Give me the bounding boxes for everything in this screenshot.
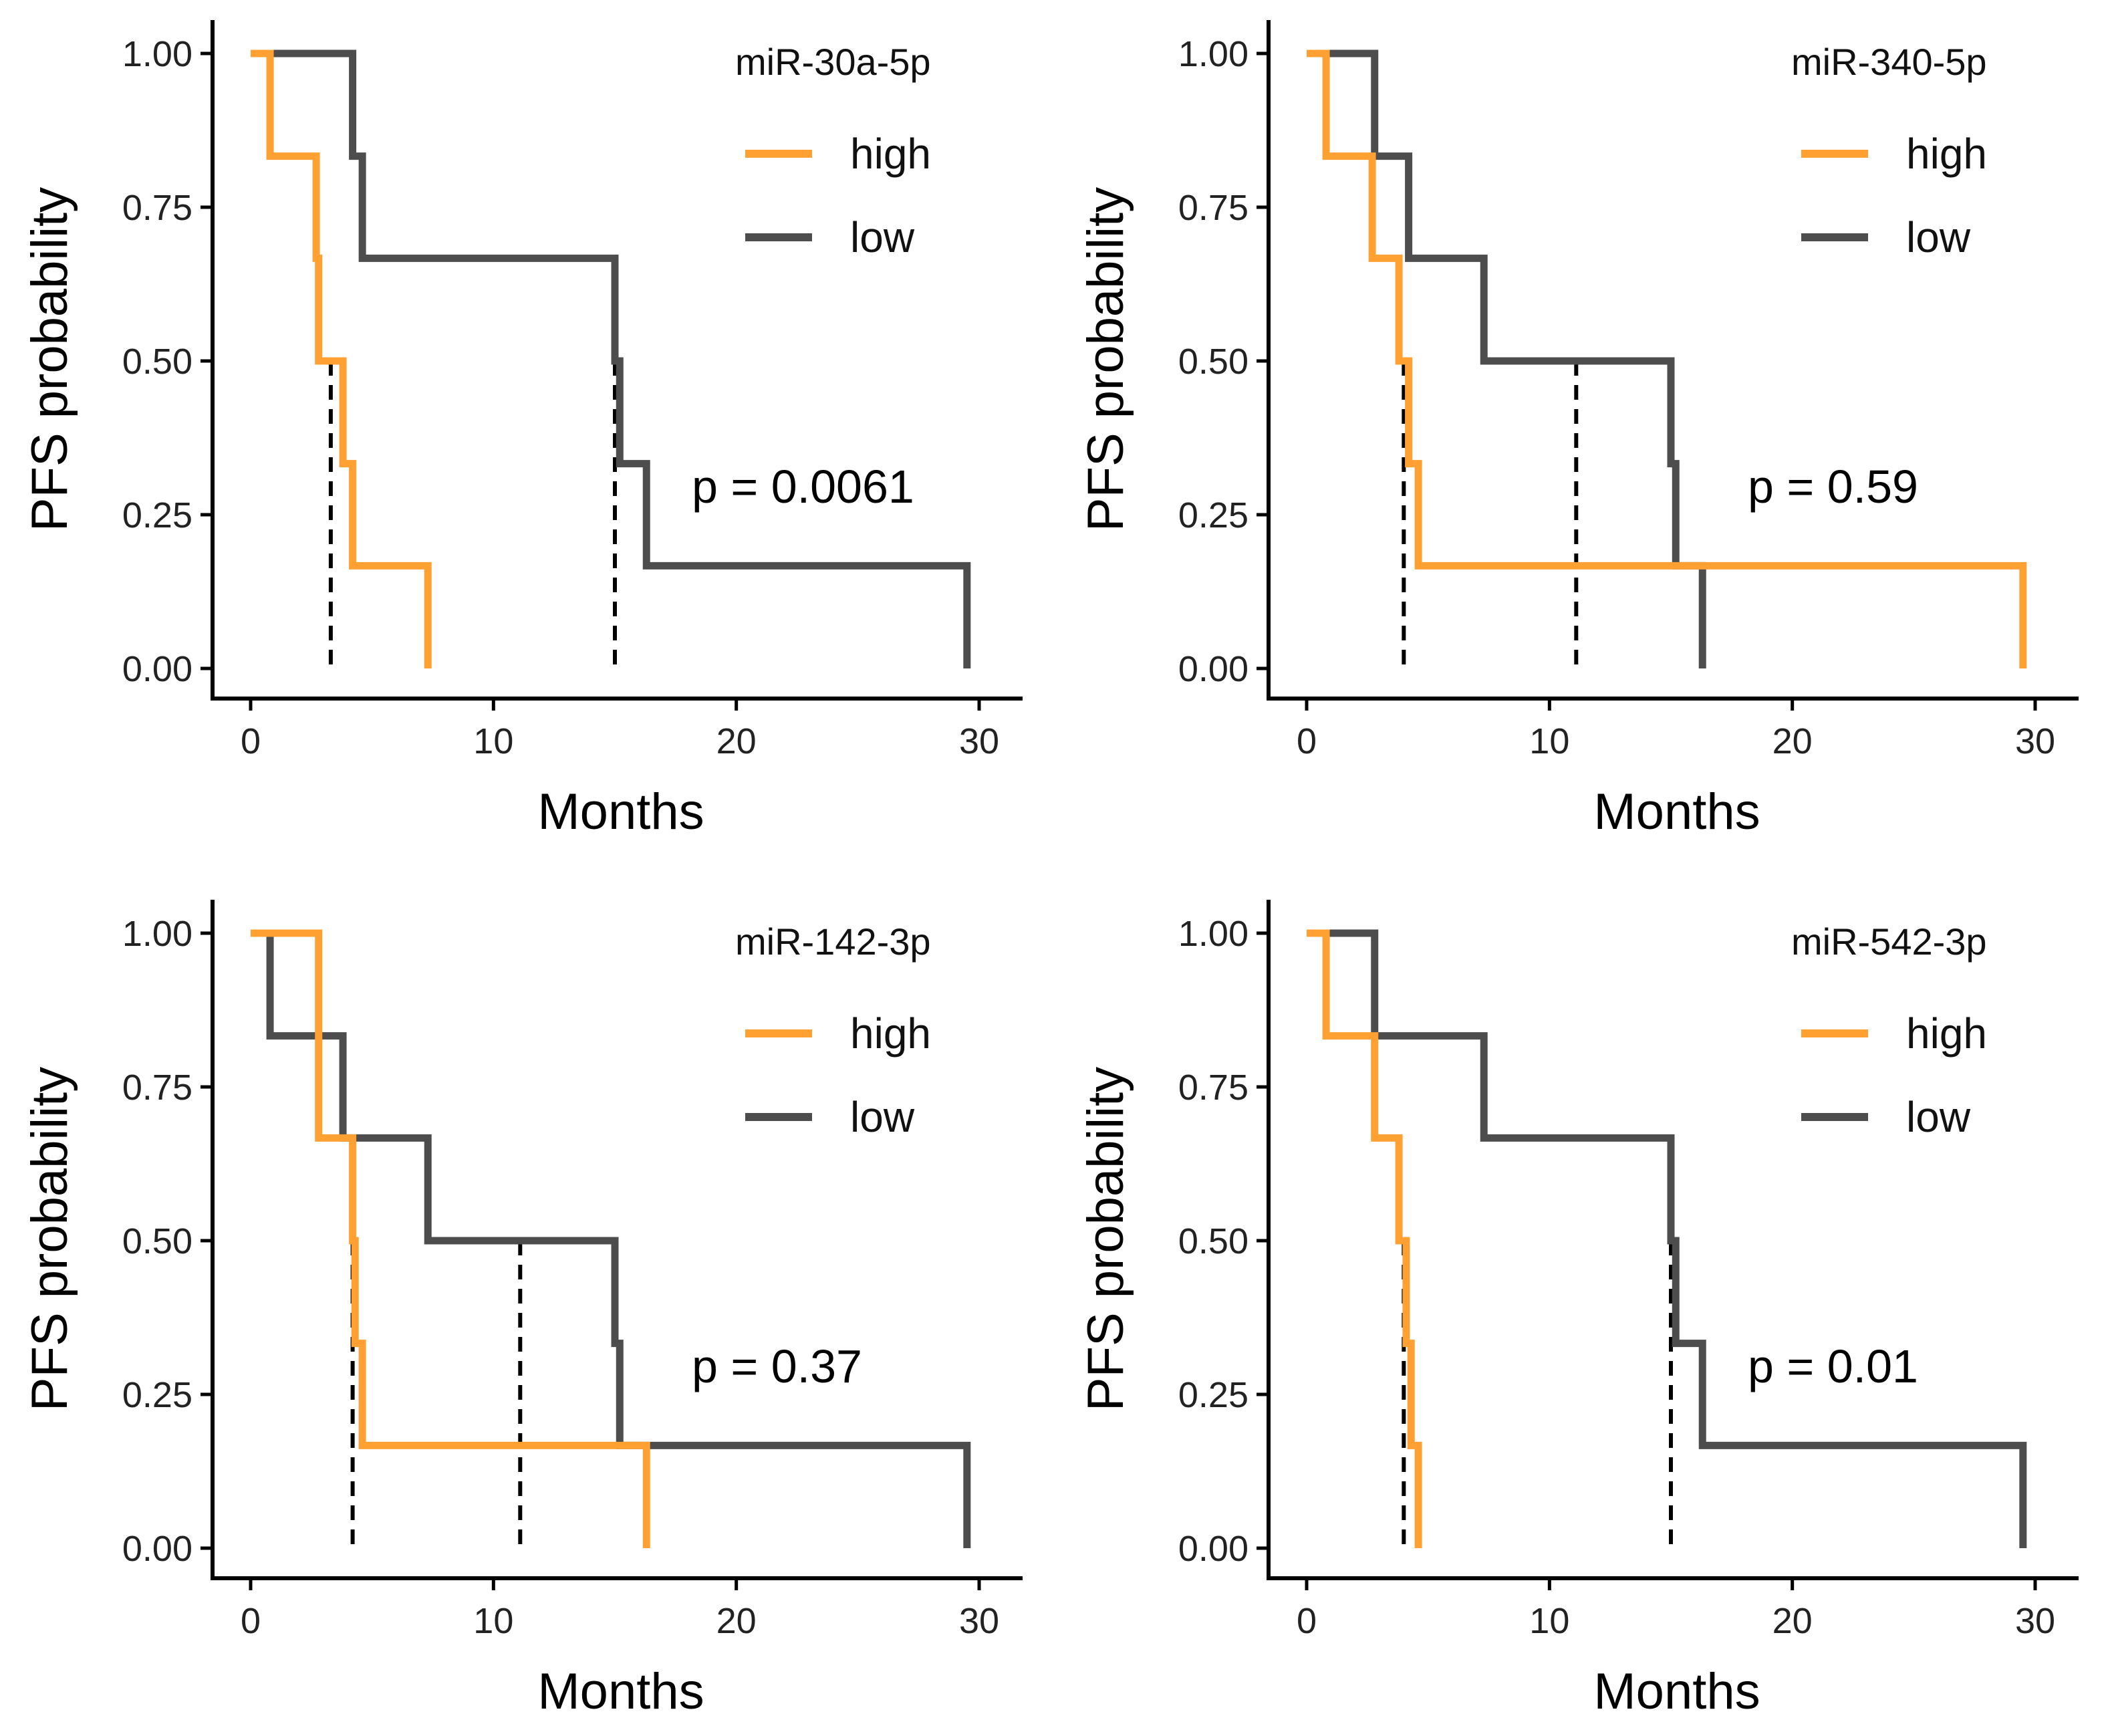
legend-label-low: low [850, 1093, 915, 1141]
p-value: p = 0.59 [1748, 461, 1918, 513]
y-tick-label: 0.75 [1178, 188, 1248, 228]
y-tick-label: 1.00 [122, 914, 192, 954]
y-tick-label: 0.00 [1178, 649, 1248, 689]
x-tick-label: 30 [959, 1601, 999, 1641]
x-tick-label: 20 [1772, 1601, 1813, 1641]
km-curve-high [1307, 929, 1422, 1548]
km-curve-low [251, 49, 971, 668]
legend-title: miR-30a-5p [735, 41, 931, 83]
x-tick-label: 10 [473, 721, 513, 761]
legend-title: miR-542-3p [1791, 920, 1987, 963]
x-tick-label: 30 [2015, 721, 2055, 761]
legend-label-low: low [850, 213, 915, 261]
y-tick-label: 0.75 [122, 188, 192, 228]
x-tick-label: 10 [1529, 1601, 1569, 1641]
x-tick-label: 30 [959, 721, 999, 761]
y-tick-label: 1.00 [1178, 914, 1248, 954]
x-tick-label: 0 [241, 1601, 261, 1641]
y-tick-label: 0.50 [1178, 1221, 1248, 1261]
x-axis-title: Months [537, 1663, 704, 1720]
km-panel-3: 0.00 0.25 0.50 0.75 1.00 0 10 20 30 Months PFS pro… [21, 900, 1023, 1720]
legend-label-high: high [1906, 130, 1987, 178]
y-tick-label: 0.50 [1178, 342, 1248, 382]
y-tick-label: 0.75 [1178, 1068, 1248, 1108]
y-axis-title: PFS probability [21, 1067, 78, 1411]
legend-title: miR-340-5p [1791, 41, 1987, 83]
y-tick-label: 0.00 [122, 649, 192, 689]
legend-label-low: low [1906, 1093, 1971, 1141]
km-curve-low [1307, 49, 1706, 668]
y-axis-title: PFS probability [1077, 1067, 1134, 1411]
y-axis-title: PFS probability [1077, 187, 1134, 531]
km-panel-4: 0.00 0.25 0.50 0.75 1.00 0 10 20 30 Months PFS pro… [1077, 900, 2079, 1720]
x-axis-title: Months [1593, 783, 1760, 840]
x-tick-label: 20 [716, 1601, 757, 1641]
y-tick-label: 1.00 [1178, 34, 1248, 74]
y-tick-label: 0.50 [122, 1221, 192, 1261]
km-curve-high [1307, 49, 2027, 668]
km-panel-2: 0.00 0.25 0.50 0.75 1.00 0 10 20 30 Months PFS pro… [1077, 20, 2079, 840]
y-tick-label: 0.25 [122, 495, 192, 535]
y-tick-label: 0.25 [122, 1375, 192, 1415]
x-axis-title: Months [1593, 1663, 1760, 1720]
legend-label-high: high [1906, 1009, 1987, 1058]
x-tick-label: 0 [241, 721, 261, 761]
legend-label-low: low [1906, 213, 1971, 261]
y-tick-label: 0.00 [122, 1529, 192, 1569]
x-tick-label: 0 [1297, 1601, 1317, 1641]
km-panel-1: 0.00 0.25 0.50 0.75 1.00 0 10 20 30 Months PFS pro… [21, 20, 1023, 840]
x-tick-label: 20 [716, 721, 757, 761]
y-tick-label: 0.25 [1178, 1375, 1248, 1415]
x-tick-label: 10 [473, 1601, 513, 1641]
y-tick-label: 0.75 [122, 1068, 192, 1108]
y-axis-title: PFS probability [21, 187, 78, 531]
legend-label-high: high [850, 1009, 931, 1058]
p-value: p = 0.37 [692, 1340, 862, 1392]
y-tick-label: 0.00 [1178, 1529, 1248, 1569]
km-curve-high [251, 49, 432, 668]
x-tick-label: 10 [1529, 721, 1569, 761]
legend-title: miR-142-3p [735, 920, 931, 963]
legend-label-high: high [850, 130, 931, 178]
y-tick-label: 0.50 [122, 342, 192, 382]
y-tick-label: 1.00 [122, 34, 192, 74]
x-tick-label: 20 [1772, 721, 1813, 761]
p-value: p = 0.01 [1748, 1340, 1918, 1392]
km-curve-high [251, 929, 650, 1548]
y-tick-label: 0.25 [1178, 495, 1248, 535]
x-axis-title: Months [537, 783, 704, 840]
x-tick-label: 0 [1297, 721, 1317, 761]
x-tick-label: 30 [2015, 1601, 2055, 1641]
p-value: p = 0.0061 [692, 461, 914, 513]
